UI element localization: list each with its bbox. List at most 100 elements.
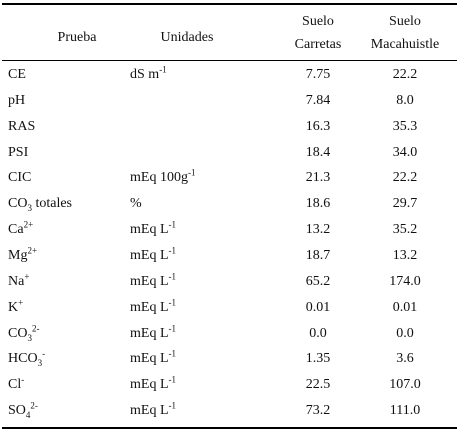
table-cell: Na+ <box>8 271 30 290</box>
cell-base: mEq L <box>130 377 169 393</box>
table-cell: 8.0 <box>396 92 414 108</box>
cell-sup: -1 <box>168 374 177 385</box>
table-cell: mEq L-1 <box>130 296 177 316</box>
cell-base: Ca <box>8 222 24 238</box>
table-cell: % <box>130 196 142 212</box>
table-cell: 22.5 <box>305 377 331 393</box>
header-rule <box>2 60 457 61</box>
cell-base: mEq L <box>130 273 169 289</box>
table-cell: 111.0 <box>389 403 421 419</box>
table-cell: 7.84 <box>305 92 331 108</box>
cell-sup: - <box>21 374 25 385</box>
cell-base: mEq L <box>130 299 169 315</box>
cell-base: mEq L <box>130 351 169 367</box>
header-cell: Suelo <box>302 14 334 29</box>
header-cell: Carretas <box>294 37 342 52</box>
header-cell: Macahuistle <box>370 37 440 52</box>
table-cell: CO3 totales <box>8 196 72 212</box>
table-cell: 22.2 <box>392 170 418 186</box>
cell-sup: -1 <box>168 245 177 256</box>
cell-sub: 3 <box>27 332 32 343</box>
table-cell: mEq 100g-1 <box>130 167 196 186</box>
cell-base: dS m <box>130 67 160 82</box>
table-cell: 0.0 <box>309 325 327 341</box>
header-cell: Unidades <box>160 30 214 45</box>
cell-sub: 4 <box>25 409 31 420</box>
cell-sup: - <box>42 348 46 359</box>
table-cell: 13.2 <box>392 247 418 263</box>
cell-base: CO <box>8 325 28 341</box>
cell-sup: -1 <box>159 64 167 75</box>
table-cell: CIC <box>8 170 32 186</box>
table-cell: 73.2 <box>305 403 331 419</box>
table-cell: 174.0 <box>389 273 421 289</box>
table-cell: 0.01 <box>305 299 331 315</box>
table-cell: mEq L-1 <box>130 374 177 393</box>
table-cell: Mg2+ <box>8 245 38 264</box>
table-cell: CO32- <box>8 322 40 343</box>
cell-sup: 2+ <box>27 245 38 256</box>
table-cell: 18.4 <box>305 144 331 160</box>
table-cell: 34.0 <box>392 144 418 160</box>
bottom-rule <box>2 427 457 429</box>
table-cell: mEq L-1 <box>130 245 177 264</box>
table-cell: 13.2 <box>305 222 331 238</box>
cell-base: K <box>8 299 19 315</box>
cell-base: CO <box>8 196 28 212</box>
table-cell: PSI <box>8 144 29 160</box>
cell-sup: 2- <box>31 322 40 333</box>
top-rule <box>2 3 457 5</box>
header-cell: Prueba <box>57 30 97 45</box>
table-cell: mEq L-1 <box>130 348 177 367</box>
cell-sup: -1 <box>168 322 177 333</box>
table-cell: 22.2 <box>392 67 418 82</box>
cell-base: Cl <box>8 377 22 393</box>
cell-sup: -1 <box>168 219 177 230</box>
table-cell: 3.6 <box>396 351 414 367</box>
table-cell: K+ <box>8 296 24 316</box>
cell-after: totales <box>31 196 72 212</box>
cell-sup: + <box>18 296 24 307</box>
cell-sup: -1 <box>187 167 196 178</box>
table-cell: 107.0 <box>389 377 421 393</box>
cell-base: mEq L <box>130 222 169 238</box>
cell-sup: -1 <box>168 296 177 307</box>
table-cell: 0.01 <box>392 299 418 315</box>
table-cell: Ca2+ <box>8 219 34 238</box>
table-cell: 35.3 <box>392 118 418 134</box>
cell-base: mEq L <box>130 403 169 419</box>
table-cell: mEq L-1 <box>130 322 177 342</box>
cell-base: SO <box>8 403 26 419</box>
cell-sup: + <box>24 271 30 282</box>
table-cell: 18.7 <box>305 247 331 263</box>
header-cell: Suelo <box>389 14 421 29</box>
cell-base: Na <box>8 273 25 289</box>
cell-base: mEq L <box>130 325 169 341</box>
cell-sup: 2- <box>30 400 38 411</box>
cell-base: mEq L <box>130 247 169 263</box>
cell-sup: 2+ <box>23 219 34 230</box>
cell-base: Mg <box>8 247 28 263</box>
table-cell: 21.3 <box>305 170 331 186</box>
cell-sup: -1 <box>168 348 177 359</box>
table-cell: RAS <box>8 118 36 134</box>
table-cell: CE <box>8 67 26 82</box>
cell-base: mEq 100g <box>130 170 188 186</box>
table-cell: 7.75 <box>305 67 331 82</box>
table-cell: 65.2 <box>305 273 331 289</box>
table-cell: 29.7 <box>392 196 418 212</box>
table-cell: 18.6 <box>305 196 331 212</box>
cell-sup: -1 <box>168 400 177 411</box>
table-cell: mEq L-1 <box>130 219 177 238</box>
table-cell: 35.2 <box>392 222 418 238</box>
table-cell: HCO3- <box>8 348 46 369</box>
table-cell: pH <box>8 92 26 108</box>
cell-base: HCO <box>8 351 38 367</box>
table-cell: 1.35 <box>305 351 331 367</box>
table-cell: dS m-1 <box>130 64 167 83</box>
cell-sub: 3 <box>37 358 43 369</box>
table-cell: mEq L-1 <box>130 272 176 290</box>
table-cell: Cl- <box>8 374 25 393</box>
table-cell: SO42- <box>8 400 38 420</box>
